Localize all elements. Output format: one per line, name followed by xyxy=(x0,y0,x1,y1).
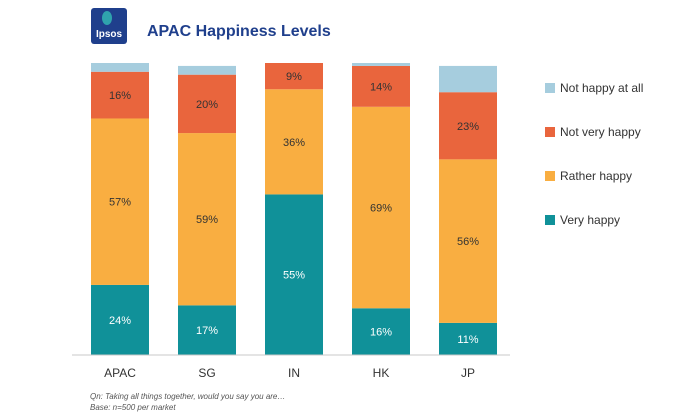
bar-in-very-happy xyxy=(265,194,323,355)
footnote-question: Qn: Taking all things together, would yo… xyxy=(90,392,286,401)
data-label-hk-very-happy: 16% xyxy=(370,327,392,339)
logo-text: Ipsos xyxy=(95,29,123,40)
bar-sg-not-happy-at-all xyxy=(178,65,236,75)
data-label-hk-not-very-happy: 14% xyxy=(370,81,392,93)
x-tick-label-in: IN xyxy=(288,366,300,380)
bar-hk-very-happy xyxy=(352,308,410,355)
data-label-hk-rather-happy: 69% xyxy=(370,203,392,215)
legend-swatch-not-happy-at-all xyxy=(545,83,555,93)
bar-sg-rather-happy xyxy=(178,133,236,306)
data-label-in-very-happy: 55% xyxy=(283,270,305,282)
legend-swatch-not-very-happy xyxy=(545,127,555,137)
bar-apac-not-happy-at-all xyxy=(91,63,149,72)
bar-apac-very-happy xyxy=(91,284,149,355)
bar-jp-not-very-happy xyxy=(439,92,497,160)
legend-label-very-happy: Very happy xyxy=(560,213,620,227)
x-tick-label-sg: SG xyxy=(198,366,215,380)
data-label-in-not-very-happy: 9% xyxy=(286,71,302,83)
x-tick-label-jp: JP xyxy=(461,366,475,380)
legend-swatch-very-happy xyxy=(545,215,555,225)
x-tick-label-apac: APAC xyxy=(104,366,136,380)
legend-label-not-very-happy: Not very happy xyxy=(560,125,641,139)
data-label-jp-very-happy: 11% xyxy=(457,334,478,346)
data-label-jp-rather-happy: 56% xyxy=(457,236,479,248)
bar-hk-not-very-happy xyxy=(352,65,410,107)
bar-hk-rather-happy xyxy=(352,106,410,309)
bar-jp-very-happy xyxy=(439,322,497,355)
footnote-base: Base: n=500 per market xyxy=(90,403,176,412)
data-label-sg-very-happy: 17% xyxy=(196,325,218,337)
data-label-apac-very-happy: 24% xyxy=(109,315,131,327)
bar-apac-rather-happy xyxy=(91,118,149,285)
data-label-sg-rather-happy: 59% xyxy=(196,214,218,226)
bar-sg-very-happy xyxy=(178,305,236,355)
data-label-apac-not-very-happy: 16% xyxy=(109,90,131,102)
legend-label-rather-happy: Rather happy xyxy=(560,169,632,183)
chart-title: APAC Happiness Levels xyxy=(147,23,331,40)
bar-in-not-very-happy xyxy=(265,63,323,90)
bar-apac-not-very-happy xyxy=(91,71,149,119)
bar-in-rather-happy xyxy=(265,89,323,195)
data-label-in-rather-happy: 36% xyxy=(283,137,305,149)
data-label-jp-not-very-happy: 23% xyxy=(457,121,479,133)
data-label-apac-rather-happy: 57% xyxy=(109,197,131,209)
x-tick-label-hk: HK xyxy=(373,366,390,380)
ipsos-logo: Ipsos xyxy=(91,8,127,44)
bar-jp-not-happy-at-all xyxy=(439,65,497,93)
legend-swatch-rather-happy xyxy=(545,171,555,181)
logo-mark-icon xyxy=(102,11,112,25)
bar-hk-not-happy-at-all xyxy=(352,63,410,66)
data-label-sg-not-very-happy: 20% xyxy=(196,99,218,111)
legend-label-not-happy-at-all: Not happy at all xyxy=(560,81,643,95)
bar-sg-not-very-happy xyxy=(178,74,236,134)
bar-jp-rather-happy xyxy=(439,159,497,323)
